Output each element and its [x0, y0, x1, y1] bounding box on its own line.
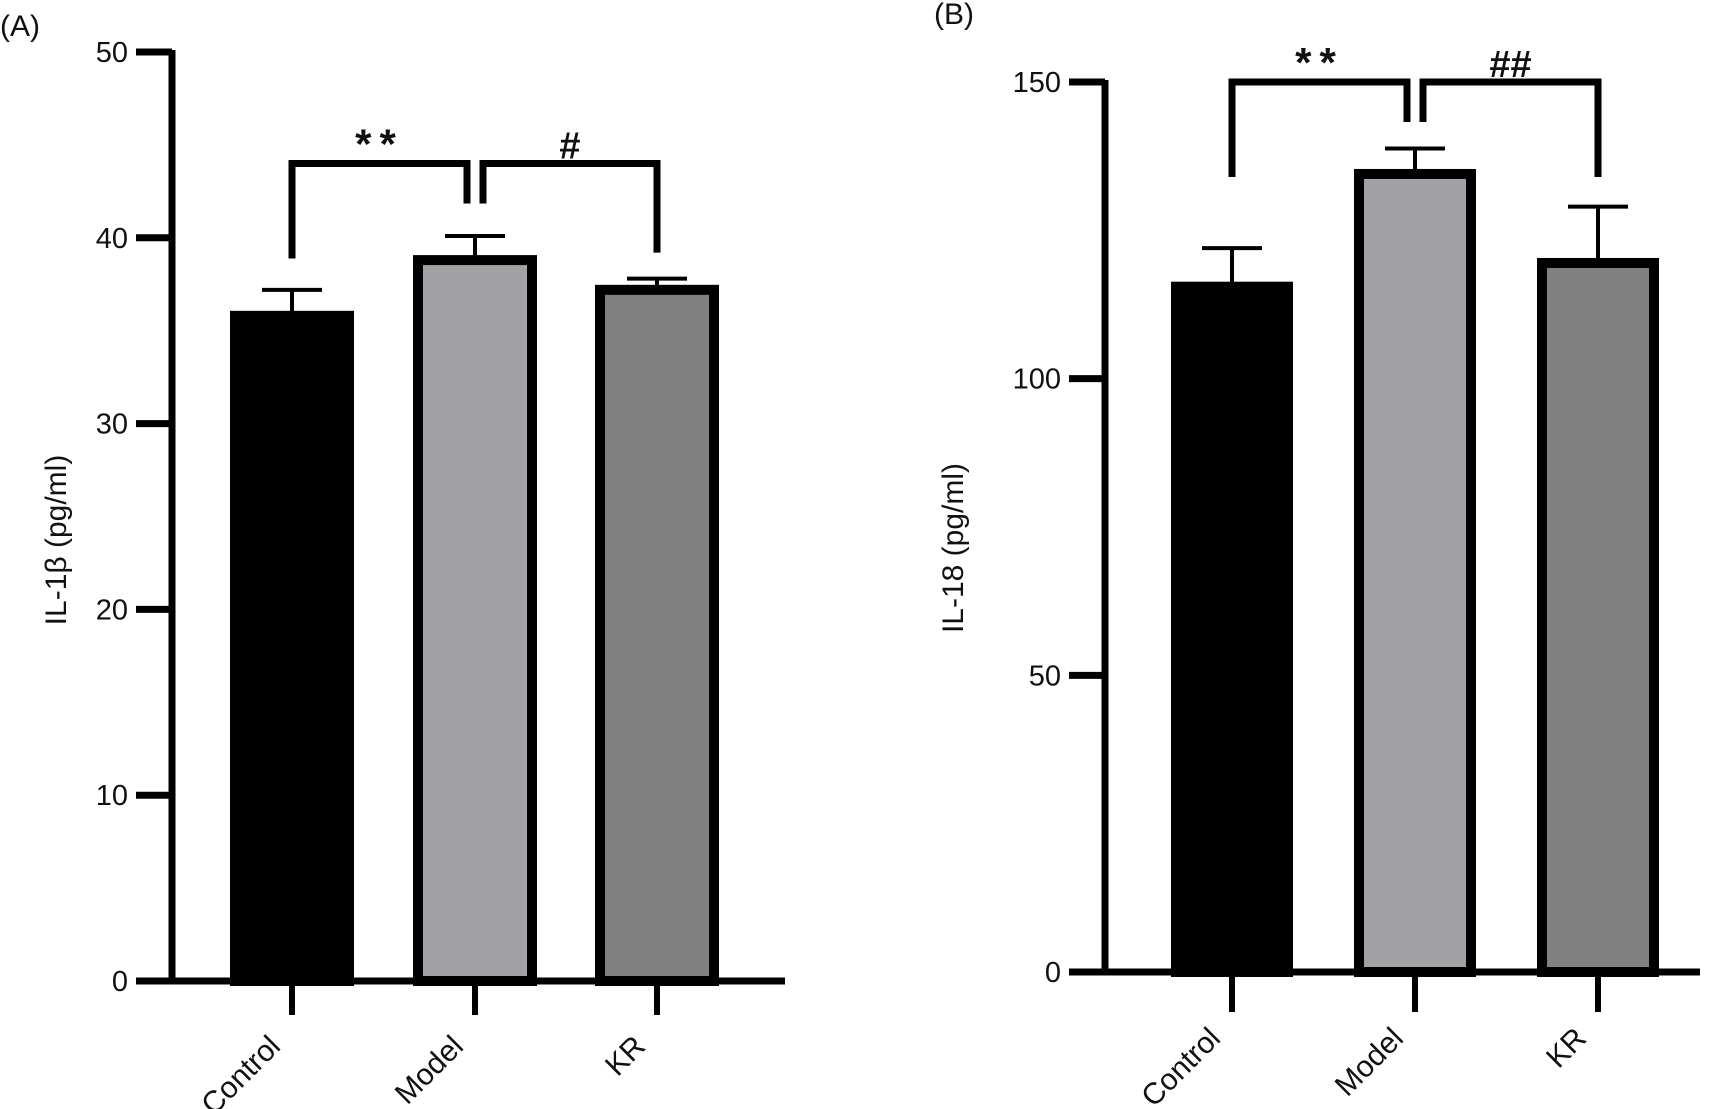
x-tick-label: Control: [195, 1030, 287, 1109]
x-tick-label: KR: [599, 1030, 652, 1083]
y-tick-label: 0: [1045, 957, 1061, 989]
bar-model: [1354, 168, 1476, 977]
y-tick-label: 10: [96, 780, 128, 812]
panel-b-plot: 0 50 100 150 Control Model KR ** ##: [1013, 39, 1700, 1109]
significance-bracket: [1228, 78, 1411, 177]
y-axis-label: IL-1β (pg/ml): [40, 455, 73, 626]
significance-bracket: [1419, 78, 1602, 177]
y-tick-label: 20: [96, 594, 128, 626]
panel-b: (B) IL-18 (pg/ml) 0 50 100 150 Control Model K…: [934, 0, 1700, 1109]
y-tick-label: 50: [1029, 660, 1061, 692]
bar-control: [230, 310, 354, 986]
significance-bracket: [479, 159, 661, 253]
y-tick-label: 150: [1013, 67, 1061, 99]
y-tick-label: 50: [96, 37, 128, 69]
significance-bracket: [288, 159, 471, 259]
x-tick-label: KR: [1540, 1022, 1593, 1075]
bar-kr: [1537, 257, 1659, 977]
y-tick-label: 100: [1013, 364, 1061, 396]
panel-a: (A) IL-1β (pg/ml) 0 10 20 30 40 50 Control Mode…: [0, 10, 785, 1109]
significance-label: #: [559, 125, 580, 167]
bar-control: [1171, 281, 1293, 977]
y-tick-label: 0: [112, 966, 128, 998]
panel-b-label: (B): [934, 0, 974, 31]
y-tick-label: 30: [96, 409, 128, 441]
bar-model: [413, 255, 537, 986]
panel-a-plot: 0 10 20 30 40 50 Control Model KR ** #: [96, 37, 785, 1109]
bar-kr: [595, 284, 719, 987]
significance-label: **: [355, 120, 404, 167]
y-tick-label: 40: [96, 223, 128, 255]
panel-a-label: (A): [0, 10, 40, 43]
x-tick-label: Control: [1135, 1022, 1227, 1109]
significance-label: **: [1295, 39, 1344, 86]
significance-label: ##: [1489, 44, 1531, 86]
y-axis-label: IL-18 (pg/ml): [937, 463, 970, 633]
x-tick-label: Model: [389, 1030, 470, 1109]
x-tick-label: Model: [1329, 1022, 1410, 1103]
